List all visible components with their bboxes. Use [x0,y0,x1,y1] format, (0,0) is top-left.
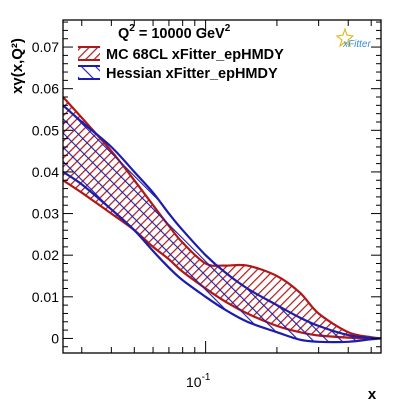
y-axis-label: xγ(x,Q²) [9,38,26,94]
legend-label-mc: MC 68CL xFitter_epHMDY [106,47,284,63]
svg-text:xFitter: xFitter [342,39,371,50]
band-upper-line-1 [63,104,381,340]
star-icon [335,27,355,48]
bands-layer [63,96,381,344]
legend: MC 68CL xFitter_epHMDY Hessian xFitter_e… [78,46,284,82]
x-tick-label: 10-1 [186,372,211,390]
xfitter-logo: xFitter [335,27,371,50]
band-lower-line-1 [63,170,381,344]
y-tick-label: 0.06 [32,81,59,97]
plot-frame [62,19,382,354]
y-tick-label: 0.02 [32,247,59,263]
y-axis: 0 0.01 0.02 0.03 0.04 0.05 0.06 0.07 [32,21,381,348]
x-axis-label: x [368,386,377,403]
y-tick-label: 0.04 [32,164,59,180]
y-tick-label: 0.01 [32,289,59,305]
legend-label-hessian: Hessian xFitter_epHMDY [106,66,278,82]
y-tick-label: 0.07 [32,39,59,55]
legend-swatch-hessian [78,65,100,80]
chart-title: Q2 = 10000 GeV2 [118,23,231,42]
band-area-1 [63,105,381,343]
legend-swatch-mc [78,46,100,61]
y-tick-label: 0.03 [32,206,59,222]
y-tick-label: 0.05 [32,122,59,138]
y-tick-label: 0 [51,330,59,346]
x-axis [81,20,372,353]
